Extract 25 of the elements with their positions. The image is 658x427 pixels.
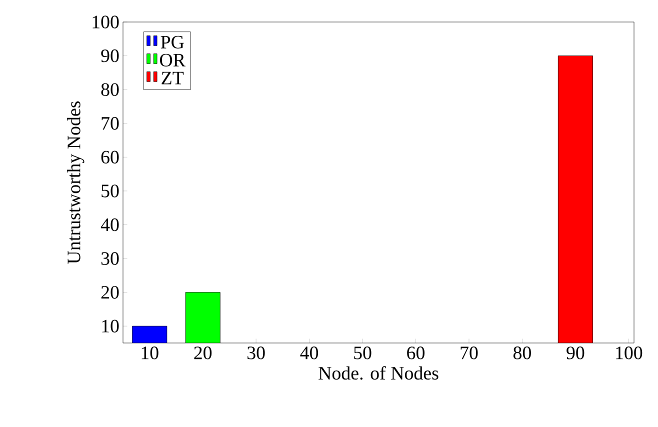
y-tick-label: 20 bbox=[101, 286, 119, 299]
x-tick-label: 60 bbox=[407, 346, 424, 360]
x-tick-label: 90 bbox=[566, 346, 584, 360]
y-axis-title: Untrustworthy Nodes bbox=[67, 101, 84, 264]
y-tick-label: 70 bbox=[102, 116, 119, 130]
x-tick-label: 10 bbox=[142, 346, 158, 360]
y-tick-label: 90 bbox=[101, 49, 119, 62]
x-tick-label: 100 bbox=[616, 346, 642, 360]
x-tick-label: 80 bbox=[513, 346, 531, 360]
y-tick-label: 100 bbox=[92, 16, 119, 28]
legend-label: OR bbox=[160, 54, 186, 67]
x-axis-title: Node. of Nodes bbox=[318, 366, 438, 380]
x-tick-label: 50 bbox=[354, 346, 372, 360]
x-tick-label: 40 bbox=[300, 346, 318, 360]
y-tick-label: 80 bbox=[101, 83, 119, 96]
y-tick-label: 40 bbox=[100, 218, 119, 232]
x-tick-label: 30 bbox=[248, 346, 265, 360]
y-tick-label: 10 bbox=[102, 320, 119, 332]
y-tick-label: 60 bbox=[101, 150, 119, 164]
y-tick-label: 30 bbox=[101, 252, 119, 265]
x-tick-label: 70 bbox=[460, 346, 478, 360]
x-tick-label: 20 bbox=[194, 346, 212, 360]
y-tick-label: 50 bbox=[102, 184, 119, 198]
legend-label: ZT bbox=[162, 72, 184, 84]
legend-label: PG bbox=[160, 36, 184, 49]
